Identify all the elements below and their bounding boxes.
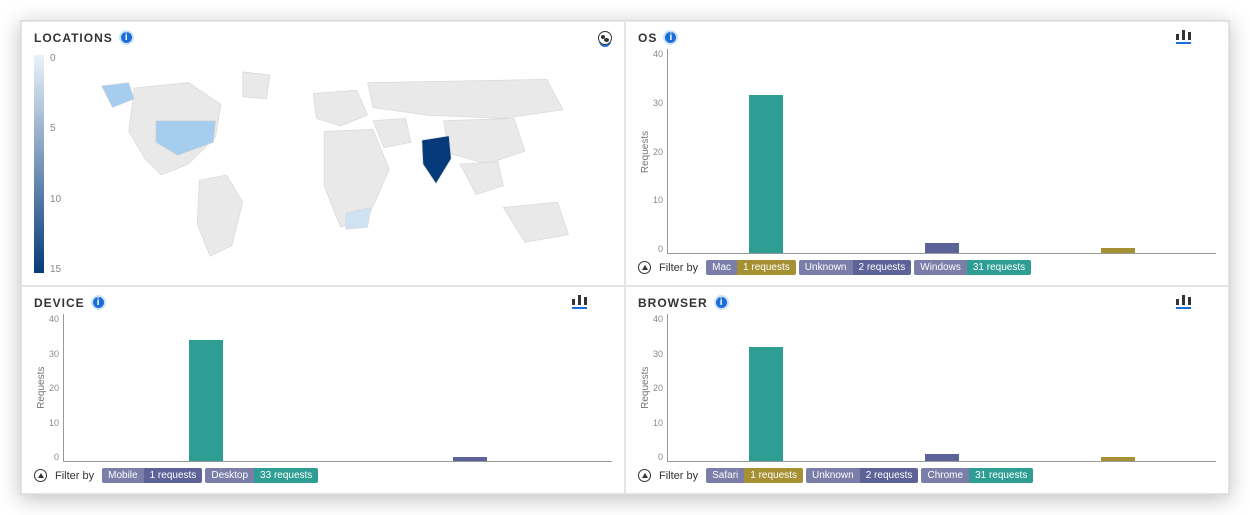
filter-row: Filter by Mobile1 requests Desktop33 req… [34,462,612,483]
filter-row: Filter by Mac1 requests Unknown2 request… [638,254,1216,275]
scale-tick: 0 [50,53,61,64]
chart-view-icon[interactable] [1176,31,1191,44]
y-ticks: 40 30 20 10 0 [47,314,63,462]
chart-bar[interactable] [749,347,783,461]
table-view-icon[interactable] [1201,296,1216,309]
map-view-icon[interactable] [598,31,612,45]
chart-plot [667,314,1216,462]
filter-by-label: Filter by [659,262,698,274]
table-view-icon[interactable] [597,296,612,309]
chip-value: 33 requests [254,468,318,483]
chip-label: Mac [706,260,737,275]
y-axis-label: Requests [638,314,651,462]
info-icon[interactable]: i [663,30,678,45]
chart-bar[interactable] [1101,457,1135,461]
os-chart: Requests 40 30 20 10 0 Filter by Mac1 reques… [638,49,1216,275]
y-axis-label: Requests [638,49,651,254]
scale-tick: 5 [50,123,61,134]
chart-bar[interactable] [453,457,487,461]
browser-panel: BROWSER i Requests 40 30 20 10 0 [625,286,1229,494]
y-tick: 0 [653,452,663,462]
world-map[interactable] [69,53,612,275]
panel-title: OS [638,31,657,45]
panel-header: LOCATIONS i [34,30,612,45]
filter-chip[interactable]: Chrome31 requests [921,468,1033,483]
chip-value: 1 requests [144,468,203,483]
panel-header: BROWSER i [638,295,1216,310]
panel-header: OS i [638,30,1216,45]
chip-label: Safari [706,468,744,483]
y-axis-label: Requests [34,314,47,462]
y-tick: 30 [653,349,663,359]
panel-title: DEVICE [34,296,85,310]
filter-chip[interactable]: Mac1 requests [706,260,796,275]
filter-icon[interactable] [638,261,651,274]
table-view-icon[interactable] [1201,31,1216,44]
filter-chip[interactable]: Unknown2 requests [799,260,911,275]
info-icon[interactable]: i [119,30,134,45]
chip-value: 1 requests [737,260,796,275]
y-ticks: 40 30 20 10 0 [651,314,667,462]
y-tick: 10 [49,418,59,428]
scale-tick: 10 [50,194,61,205]
y-tick: 10 [653,195,663,205]
y-tick: 0 [49,452,59,462]
chip-label: Mobile [102,468,143,483]
chart-bar[interactable] [749,95,783,253]
map-body: 0 5 10 15 [34,49,612,275]
info-icon[interactable]: i [714,295,729,310]
color-scale: 0 5 10 15 [34,53,61,275]
filter-chip[interactable]: Safari1 requests [706,468,803,483]
chart-bar[interactable] [1101,248,1135,253]
chip-label: Desktop [205,468,254,483]
chip-value: 31 requests [969,468,1033,483]
filter-chip[interactable]: Desktop33 requests [205,468,318,483]
chip-label: Unknown [806,468,860,483]
chip-value: 31 requests [967,260,1031,275]
filter-by-label: Filter by [55,470,94,482]
filter-chip[interactable]: Unknown2 requests [806,468,918,483]
chip-label: Unknown [799,260,853,275]
analytics-dashboard: LOCATIONS i 0 5 10 15 [20,20,1230,495]
y-tick: 40 [653,314,663,324]
y-tick: 20 [653,383,663,393]
chart-bar[interactable] [925,454,959,461]
device-panel: DEVICE i Requests 40 30 20 10 0 [21,286,625,494]
y-tick: 40 [653,49,663,59]
filter-icon[interactable] [34,469,47,482]
locations-panel: LOCATIONS i 0 5 10 15 [21,21,625,286]
chip-label: Chrome [921,468,969,483]
os-panel: OS i Requests 40 30 20 10 0 [625,21,1229,286]
chart-view-icon[interactable] [572,296,587,309]
y-tick: 0 [653,244,663,254]
filter-chip[interactable]: Mobile1 requests [102,468,202,483]
info-icon[interactable]: i [91,295,106,310]
filter-icon[interactable] [638,469,651,482]
y-tick: 20 [653,147,663,157]
filter-chip[interactable]: Windows31 requests [914,260,1031,275]
y-ticks: 40 30 20 10 0 [651,49,667,254]
y-tick: 30 [49,349,59,359]
device-chart: Requests 40 30 20 10 0 Filter by Mobile1 req… [34,314,612,483]
y-tick: 10 [653,418,663,428]
chip-label: Windows [914,260,967,275]
y-tick: 40 [49,314,59,324]
chart-bar[interactable] [925,243,959,253]
panel-title: LOCATIONS [34,31,113,45]
panel-title: BROWSER [638,296,708,310]
browser-chart: Requests 40 30 20 10 0 Filter by Safari1 req… [638,314,1216,483]
chart-plot [667,49,1216,254]
chart-bar[interactable] [189,340,223,461]
filter-row: Filter by Safari1 requests Unknown2 requ… [638,462,1216,483]
scale-tick: 15 [50,264,61,275]
panel-header: DEVICE i [34,295,612,310]
chart-view-icon[interactable] [1176,296,1191,309]
filter-by-label: Filter by [659,470,698,482]
chip-value: 1 requests [744,468,803,483]
y-tick: 20 [49,383,59,393]
chip-value: 2 requests [853,260,912,275]
chip-value: 2 requests [860,468,919,483]
chart-plot [63,314,612,462]
y-tick: 30 [653,98,663,108]
